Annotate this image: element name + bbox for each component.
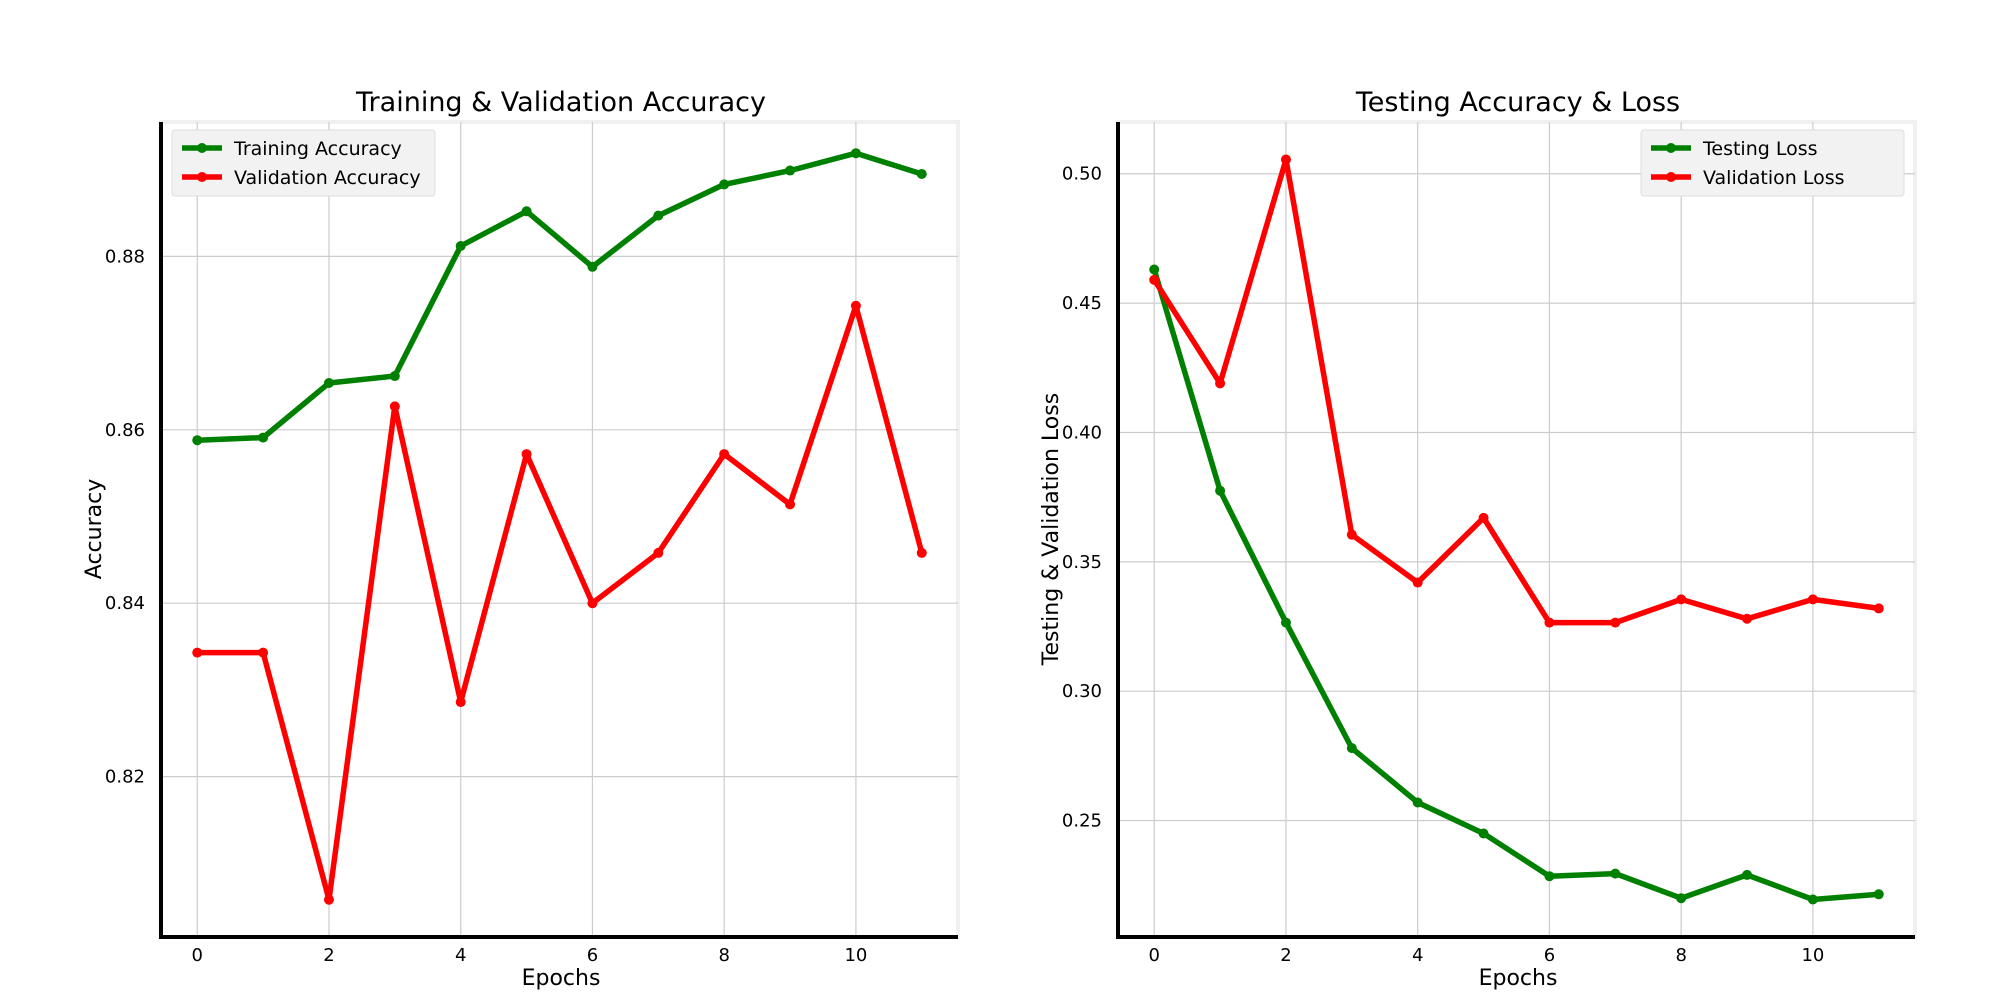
data-point xyxy=(1149,274,1160,285)
chart-title: Training & Validation Accuracy xyxy=(355,87,766,118)
legend-label: Training Accuracy xyxy=(233,138,402,160)
data-point xyxy=(1742,869,1753,880)
data-point xyxy=(785,499,796,510)
series-line-2 xyxy=(194,303,925,903)
data-point xyxy=(850,300,861,311)
data-point xyxy=(1873,889,1884,900)
accuracy-chart: 0 2 4 6 8 10 0.82 0.84 0.86 0.88 Training Accuracy… xyxy=(82,87,960,991)
data-point xyxy=(916,547,927,558)
data-point xyxy=(1544,617,1555,628)
data-point xyxy=(323,894,334,905)
data-point xyxy=(719,449,730,460)
legend: Testing Loss Validation Loss xyxy=(1640,129,1905,197)
y-tick-label: 0.88 xyxy=(105,246,145,267)
data-point xyxy=(916,169,927,180)
data-point xyxy=(1807,894,1818,905)
data-point xyxy=(1742,613,1753,624)
x-tick-label: 6 xyxy=(587,945,598,966)
x-tick-label: 0 xyxy=(1149,945,1160,966)
legend: Training Accuracy Validation Accuracy xyxy=(171,129,436,197)
x-tick-label: 2 xyxy=(323,945,334,966)
legend-marker xyxy=(197,172,207,182)
data-point xyxy=(1280,617,1291,628)
plot-area: 0 2 4 6 8 10 0.25 0.30 0.35 0.40 0.45 0.50 Testing L… xyxy=(1062,120,1917,966)
data-point xyxy=(1149,264,1160,275)
data-point xyxy=(258,432,269,443)
data-point xyxy=(1676,893,1687,904)
legend-marker xyxy=(197,143,207,153)
data-point xyxy=(653,210,664,221)
x-tick-label: 8 xyxy=(1675,945,1686,966)
data-point xyxy=(1280,154,1291,165)
data-point xyxy=(1478,828,1489,839)
data-point xyxy=(785,165,796,176)
y-tick-label: 0.84 xyxy=(105,593,145,614)
y-tick-label: 0.86 xyxy=(105,420,145,441)
data-point xyxy=(850,148,861,159)
legend-marker xyxy=(1666,143,1676,153)
y-tick-label: 0.40 xyxy=(1062,422,1102,443)
data-point xyxy=(1478,512,1489,523)
y-axis-label: Accuracy xyxy=(82,479,107,579)
data-point xyxy=(192,647,203,658)
legend-label: Validation Loss xyxy=(1703,167,1845,189)
y-axis-label: Testing & Validation Loss xyxy=(1039,393,1064,666)
data-point xyxy=(1346,529,1357,540)
y-tick-label: 0.82 xyxy=(105,767,145,788)
data-point xyxy=(1676,594,1687,605)
y-tick-label: 0.35 xyxy=(1062,552,1102,573)
plot-area: 0 2 4 6 8 10 0.82 0.84 0.86 0.88 Training Accuracy… xyxy=(105,120,960,966)
data-point xyxy=(455,697,466,708)
y-tick-label: 0.45 xyxy=(1062,293,1102,314)
data-point xyxy=(1215,378,1226,389)
data-point xyxy=(192,435,203,446)
x-tick-label: 10 xyxy=(844,945,867,966)
series-line-2 xyxy=(1151,156,1882,626)
x-tick-label: 2 xyxy=(1280,945,1291,966)
chart-title: Testing Accuracy & Loss xyxy=(1355,87,1680,118)
legend-label: Testing Loss xyxy=(1702,138,1818,160)
x-tick-label: 10 xyxy=(1801,945,1824,966)
y-tick-label: 0.25 xyxy=(1062,811,1102,832)
data-point xyxy=(1412,577,1423,588)
y-tick-label: 0.30 xyxy=(1062,681,1102,702)
data-point xyxy=(521,449,532,460)
data-point xyxy=(587,598,598,609)
data-point xyxy=(1610,617,1621,628)
series-line-1 xyxy=(1151,266,1882,903)
data-point xyxy=(1412,797,1423,808)
data-point xyxy=(521,206,532,217)
x-tick-label: 6 xyxy=(1544,945,1555,966)
data-point xyxy=(719,179,730,190)
data-point xyxy=(323,377,334,388)
legend-box xyxy=(1640,129,1905,197)
data-point xyxy=(1610,868,1621,879)
data-point xyxy=(389,401,400,412)
x-tick-label: 8 xyxy=(718,945,729,966)
data-point xyxy=(455,240,466,251)
legend-marker xyxy=(1666,172,1676,182)
legend-label: Validation Accuracy xyxy=(234,167,421,189)
data-point xyxy=(1873,603,1884,614)
data-point xyxy=(1346,743,1357,754)
x-axis-label: Epochs xyxy=(1479,966,1558,991)
data-point xyxy=(258,647,269,658)
data-point xyxy=(1215,485,1226,496)
data-point xyxy=(653,547,664,558)
x-tick-label: 4 xyxy=(455,945,466,966)
series-line-1 xyxy=(194,150,925,443)
data-point xyxy=(1544,871,1555,882)
data-point xyxy=(587,261,598,272)
data-point xyxy=(1807,594,1818,605)
x-tick-label: 0 xyxy=(192,945,203,966)
loss-chart: 0 2 4 6 8 10 0.25 0.30 0.35 0.40 0.45 0.50 Testing L… xyxy=(1039,87,1917,991)
y-tick-label: 0.50 xyxy=(1062,164,1102,185)
legend-box xyxy=(171,129,436,197)
x-tick-label: 4 xyxy=(1412,945,1423,966)
data-point xyxy=(389,371,400,382)
x-axis-label: Epochs xyxy=(522,966,601,991)
